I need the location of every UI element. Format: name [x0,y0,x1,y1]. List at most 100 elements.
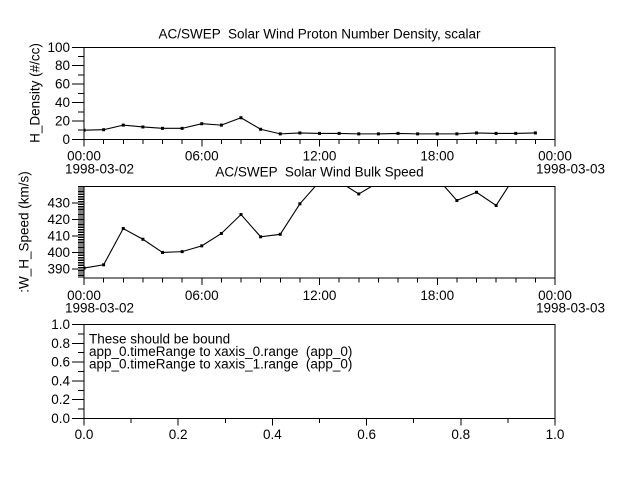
data-point [259,127,263,131]
x-tick-label: 0.6 [357,427,376,442]
y-tick-label: 20 [55,113,70,128]
data-point [200,122,204,126]
data-point [337,131,341,135]
plot-frame [83,46,556,140]
data-point [161,250,164,254]
panel-title-proton-density: AC/SWEP Solar Wind Proton Number Density… [158,25,481,41]
x-tick-label: 0.2 [169,427,188,442]
data-point [102,263,106,267]
data-point [357,132,361,136]
data-point [84,128,86,132]
y-tick-label: 0.2 [51,392,70,407]
axis-ticks [72,46,556,147]
data-point [141,125,145,129]
data-point [298,131,302,135]
y-tick-label: 0.8 [51,336,70,351]
x-tick-label: 0.8 [451,427,470,442]
y-tick-label: 420 [47,212,70,227]
annotation-line: app_0.timeRange to xaxis_0.range (app_0) [89,344,352,359]
y-tick-label: 400 [47,245,70,260]
data-point [219,231,223,235]
data-point [455,199,459,203]
data-point [121,227,125,231]
panel-title-bulk-speed: AC/SWEP Solar Wind Bulk Speed [215,164,424,180]
data-point [318,131,321,135]
y-tick-label: 0.0 [51,411,70,426]
plot-area-proton-density[interactable] [84,47,555,140]
x-date-label: 1998-03-03 [536,301,605,316]
x-tick-label: 12:00 [303,149,337,164]
annotation-line: These should be bound [89,332,230,347]
x-tick-label: 18:00 [420,288,454,303]
x-tick-label: 0.4 [263,427,282,442]
panel-bound-note: 0.0 0.2 0.4 0.6 0.8 1.0 0.0 0.2 0.4 0.6 0.8 1.0 Thes… [51,317,564,442]
data-point [161,126,164,130]
y-axis-label-proton-density: H_Density (#/cc) [27,43,43,143]
y-tick-label: 100 [47,40,70,55]
x-tick-label: 06:00 [185,149,219,164]
data-point [141,237,145,241]
data-point [514,173,517,176]
y-tick-label: 390 [47,261,70,276]
axis-labels: 0.0 0.2 0.4 0.6 0.8 1.0 0.0 0.2 0.4 0.6 0.8 1.0 [51,317,564,442]
data-point [200,244,204,248]
data-point [376,132,380,136]
data-point [102,128,106,132]
data-point [475,190,478,194]
data-point [533,131,537,135]
data-point [416,132,420,136]
data-point [357,192,361,196]
data-point [84,266,86,270]
y-tick-label: 0.4 [51,373,70,388]
y-tick-label: 410 [47,228,70,243]
data-markers-proton-density [84,116,537,136]
data-point [121,123,125,127]
data-point [435,132,439,136]
data-point [377,181,380,184]
data-line-proton-density [84,117,536,135]
data-point [475,131,478,135]
data-point [494,131,498,135]
x-tick-label: 12:00 [303,288,337,303]
data-point [180,250,184,254]
data-point [278,232,282,236]
x-tick-label: 00:00 [67,149,101,164]
axis-ticks [72,324,556,426]
x-date-label: 1998-03-02 [65,301,134,316]
data-point [318,180,321,183]
plot-area-bulk-speed[interactable] [84,186,555,279]
y-tick-label: 80 [55,58,70,73]
y-tick-label: 60 [55,77,70,92]
plot-frame [83,186,556,279]
x-tick-label: 06:00 [185,288,219,303]
data-point [338,180,341,183]
data-point [239,116,243,120]
data-point [514,131,518,135]
y-tick-label: 40 [55,95,70,110]
data-point [239,213,243,217]
data-point [396,131,400,135]
y-tick-label: 0 [62,132,70,147]
x-tick-label: 00:00 [538,149,572,164]
y-tick-label: 430 [47,195,70,210]
x-tick-label: 1.0 [546,427,565,442]
data-point [436,177,439,180]
x-date-label: 1998-03-02 [65,162,134,177]
data-point [494,203,498,207]
data-point [455,132,459,136]
axis-ticks [72,186,556,285]
data-point [180,126,184,130]
data-point [219,123,223,127]
annotation-line: app_0.timeRange to xaxis_1.range (app_0) [89,356,352,371]
y-tick-label: 1.0 [51,317,70,332]
plot-area-bound-note[interactable] [84,324,555,419]
data-point [278,132,282,136]
data-line-bulk-speed [84,186,509,269]
plot-frame [83,324,556,419]
